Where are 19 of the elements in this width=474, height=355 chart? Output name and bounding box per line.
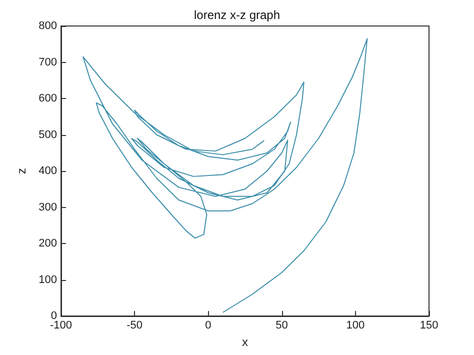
x-tick-label: 100 [346, 320, 365, 332]
y-tick-label: 400 [38, 165, 57, 177]
y-tick-label: 200 [38, 238, 57, 250]
x-tick-label: 150 [420, 320, 438, 332]
y-axis-title: z [14, 168, 29, 174]
x-tick-label: -50 [126, 320, 143, 332]
x-tick-label: 50 [276, 320, 288, 332]
line-series [82, 38, 368, 313]
y-tick-label: 800 [38, 20, 57, 32]
x-tick-label: 0 [205, 320, 212, 332]
x-axis-title: x [242, 334, 248, 349]
y-tick-label: 700 [38, 56, 57, 68]
y-tick-label: 100 [38, 274, 57, 286]
y-tick-label: 300 [38, 201, 57, 214]
y-tick-label: 500 [38, 128, 57, 141]
x-tick-label: -100 [50, 320, 72, 332]
chart-title: lorenz x-z graph [194, 8, 280, 22]
y-tick-label: 600 [38, 92, 57, 104]
y-tick-label: 0 [50, 310, 57, 322]
